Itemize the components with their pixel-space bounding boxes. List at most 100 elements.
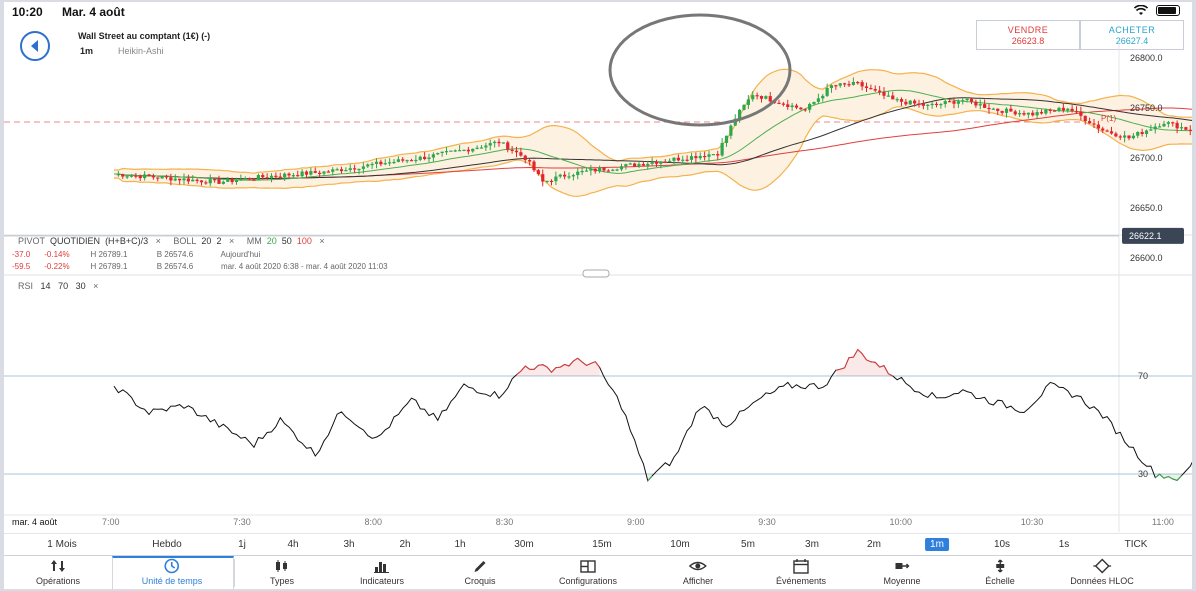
rsi-overbought-fill — [516, 358, 600, 376]
toolbar-echelle[interactable]: Échelle — [985, 556, 1015, 589]
toolbar-configurations[interactable]: Configurations — [559, 556, 617, 589]
time-tick-label: 9:00 — [627, 517, 645, 527]
toolbar-types[interactable]: Types — [270, 556, 294, 589]
timeframe-1m[interactable]: 1m — [925, 538, 949, 551]
candle-body — [1031, 112, 1035, 116]
candle-body — [978, 104, 982, 106]
candle-body — [401, 159, 405, 161]
timeframe-4h[interactable]: 4h — [287, 539, 299, 550]
toolbar-label: Types — [269, 576, 295, 586]
candle-body — [379, 161, 383, 165]
timeframe-2m[interactable]: 2m — [867, 539, 881, 550]
candle-body — [908, 100, 912, 105]
candle-body — [558, 174, 562, 177]
panel-resize-handle[interactable] — [582, 269, 610, 278]
timeframe-1j[interactable]: 1j — [238, 539, 246, 550]
candle-body — [169, 177, 173, 181]
timeframe-hebdo[interactable]: Hebdo — [152, 539, 182, 550]
candle-body — [326, 171, 330, 173]
candle-body — [838, 83, 842, 86]
candle-body — [138, 175, 142, 179]
timeframe-2h[interactable]: 2h — [399, 539, 411, 550]
timeframe-1s[interactable]: 1s — [1058, 539, 1070, 550]
scale-icon — [991, 556, 1009, 576]
toolbar-label: Afficher — [682, 576, 714, 586]
candle-body — [493, 141, 497, 144]
candle-body — [1000, 110, 1004, 113]
candle-body — [869, 88, 873, 90]
toolbar-afficher[interactable]: Afficher — [683, 556, 713, 589]
toolbar-evenements[interactable]: Événements — [776, 556, 826, 589]
stats-percent: -0.14% — [44, 250, 70, 259]
toolbar-moyenne[interactable]: Moyenne — [883, 556, 921, 589]
toolbar-croquis[interactable]: Croquis — [464, 556, 496, 589]
timeframe-tick[interactable]: TICK — [1124, 539, 1148, 550]
boll-close-icon[interactable]: × — [228, 236, 235, 246]
app-window: 10:20 Mar. 4 août Wall Street au comptan… — [4, 2, 1192, 589]
timeframe-5m[interactable]: 5m — [741, 539, 755, 550]
rsi-overbought-line — [835, 348, 894, 377]
candle-body — [458, 150, 462, 152]
timeframe-3m[interactable]: 3m — [805, 539, 819, 550]
candle-body — [751, 95, 755, 100]
bollinger-band-fill — [113, 68, 1192, 197]
candle-body — [248, 178, 252, 180]
toolbar-label: Unité de temps — [141, 576, 203, 586]
price-tick-label: 26600.0 — [1130, 253, 1163, 263]
candle-body — [156, 177, 160, 179]
back-button[interactable] — [20, 31, 50, 61]
candle-body — [602, 167, 606, 171]
price-tick-label: 26700.0 — [1130, 153, 1163, 163]
pivot-formula: (H+B+C)/3 — [105, 236, 149, 246]
candle-body — [488, 143, 492, 146]
rsi-label[interactable]: RSI — [18, 281, 34, 291]
candle-body — [759, 96, 764, 99]
candle-body — [199, 180, 204, 183]
timeframe-15m[interactable]: 15m — [592, 539, 612, 550]
toolbar-unite-de-temps[interactable]: Unité de temps — [141, 556, 203, 589]
timeframe-30m[interactable]: 30m — [514, 539, 534, 550]
timeframe-1h[interactable]: 1h — [454, 539, 466, 550]
candle-body — [523, 155, 527, 161]
timeframe-10s[interactable]: 10s — [993, 539, 1011, 550]
candle-body — [891, 95, 895, 100]
candle-body — [1070, 108, 1074, 112]
candle-body — [571, 175, 575, 177]
sell-button[interactable]: VENDRE 26623.8 — [976, 20, 1080, 50]
candle-body — [641, 164, 645, 166]
timeframe-3h[interactable]: 3h — [343, 539, 355, 550]
mm-label[interactable]: MM — [246, 236, 262, 246]
candle-body — [252, 179, 256, 181]
candle-body — [296, 175, 300, 177]
average-icon — [893, 556, 911, 576]
boll-label[interactable]: BOLL — [173, 236, 197, 246]
candle-body — [1175, 122, 1179, 129]
candle-body — [996, 108, 1000, 111]
candle-body — [164, 176, 169, 178]
time-tick-label: 9:30 — [758, 517, 776, 527]
rsi-close-icon[interactable]: × — [93, 281, 99, 291]
candle-body — [615, 169, 619, 171]
buy-button[interactable]: ACHETER 26627.4 — [1080, 20, 1184, 50]
stats-change: -37.0 — [12, 250, 31, 259]
chart-area[interactable]: 26800.0 26750.0 26700.0 26650.0 26600.0 26622… — [4, 2, 1192, 533]
bottom-toolbar: Opérations Unité de temps Types Indicateurs… — [4, 555, 1192, 589]
toolbar-label: Données HLOC — [1070, 576, 1134, 586]
pivot-label[interactable]: PIVOT — [18, 236, 46, 246]
candle-body — [567, 176, 571, 178]
candle-body — [672, 157, 676, 161]
toolbar-operations[interactable]: Opérations — [36, 556, 80, 589]
candle-body — [1013, 111, 1017, 115]
candle-body — [278, 176, 282, 178]
candle-body — [1158, 126, 1162, 128]
mm-close-icon[interactable]: × — [319, 236, 325, 246]
toolbar-indicateurs[interactable]: Indicateurs — [360, 556, 404, 589]
pivot-close-icon[interactable]: × — [155, 236, 161, 246]
timeframe-1-mois[interactable]: 1 Mois — [47, 539, 77, 550]
candle-body — [129, 175, 134, 177]
candle-body — [576, 171, 580, 176]
candle-body — [1092, 123, 1096, 125]
candle-body — [348, 168, 352, 171]
toolbar-donnees-hloc[interactable]: Données HLOC — [1070, 556, 1134, 589]
timeframe-10m[interactable]: 10m — [670, 539, 690, 550]
